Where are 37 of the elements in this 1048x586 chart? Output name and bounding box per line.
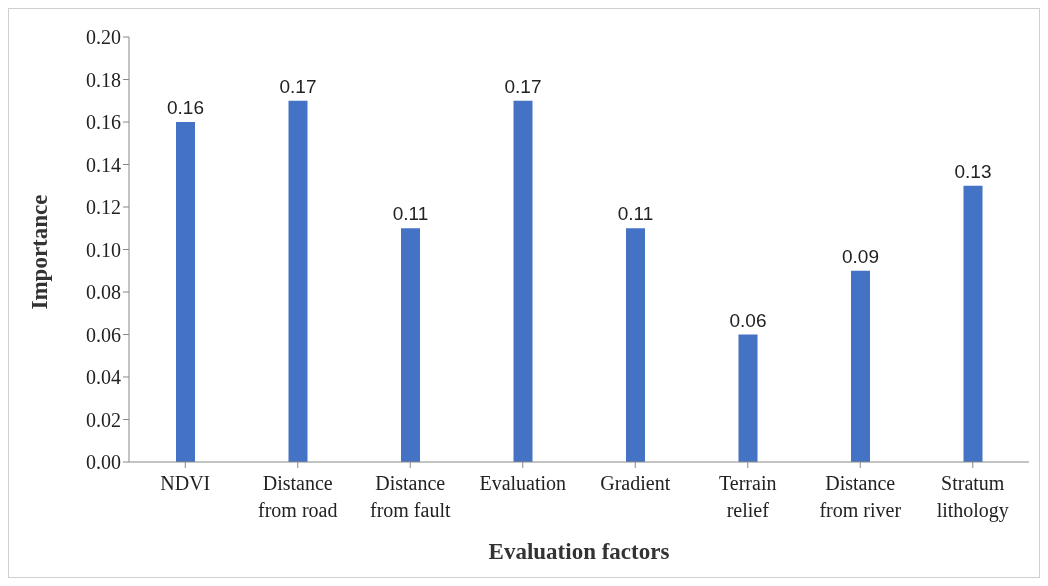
y-tick-label: 0.00 <box>86 451 121 474</box>
x-axis-title: Evaluation factors <box>488 539 670 564</box>
data-label: 0.11 <box>392 203 429 225</box>
y-axis-title: Importance <box>27 194 53 310</box>
x-tick-label: Evaluation <box>479 472 567 494</box>
bar <box>963 185 983 462</box>
bar <box>401 228 420 462</box>
y-tick-label: 0.20 <box>86 26 121 49</box>
data-label: 0.06 <box>729 309 767 331</box>
data-label: 0.16 <box>167 97 204 118</box>
data-label: 0.17 <box>504 75 542 97</box>
y-tick-label: 0.18 <box>86 68 121 91</box>
bar <box>288 100 308 462</box>
x-tick-label: Stratum lithology <box>936 472 1009 522</box>
data-label: 0.13 <box>954 160 992 182</box>
bar <box>738 334 758 462</box>
x-tick-label: NDVI <box>160 472 211 494</box>
y-tick-label: 0.16 <box>86 111 121 134</box>
data-label: 0.17 <box>279 75 317 97</box>
y-tick-label: 0.14 <box>86 153 121 176</box>
bar <box>513 100 533 462</box>
bar <box>851 270 870 462</box>
y-tick-label: 0.04 <box>86 366 121 389</box>
data-label: 0.11 <box>617 203 654 225</box>
x-tick-label: Terrain relief <box>719 472 777 521</box>
y-tick-label: 0.08 <box>86 281 121 304</box>
x-tick-label: Gradient <box>600 472 671 494</box>
bar <box>626 228 645 462</box>
y-tick-label: 0.10 <box>86 238 121 261</box>
x-tick-label: Distance from road <box>258 472 338 521</box>
data-label: 0.09 <box>842 245 879 267</box>
x-tick-label: Distance from river <box>819 472 902 521</box>
y-tick-label: 0.06 <box>86 323 121 346</box>
y-tick-label: 0.12 <box>86 196 121 219</box>
bar <box>176 122 195 462</box>
y-tick-label: 0.02 <box>86 408 121 431</box>
x-tick-label: Distance from fault <box>369 472 451 521</box>
